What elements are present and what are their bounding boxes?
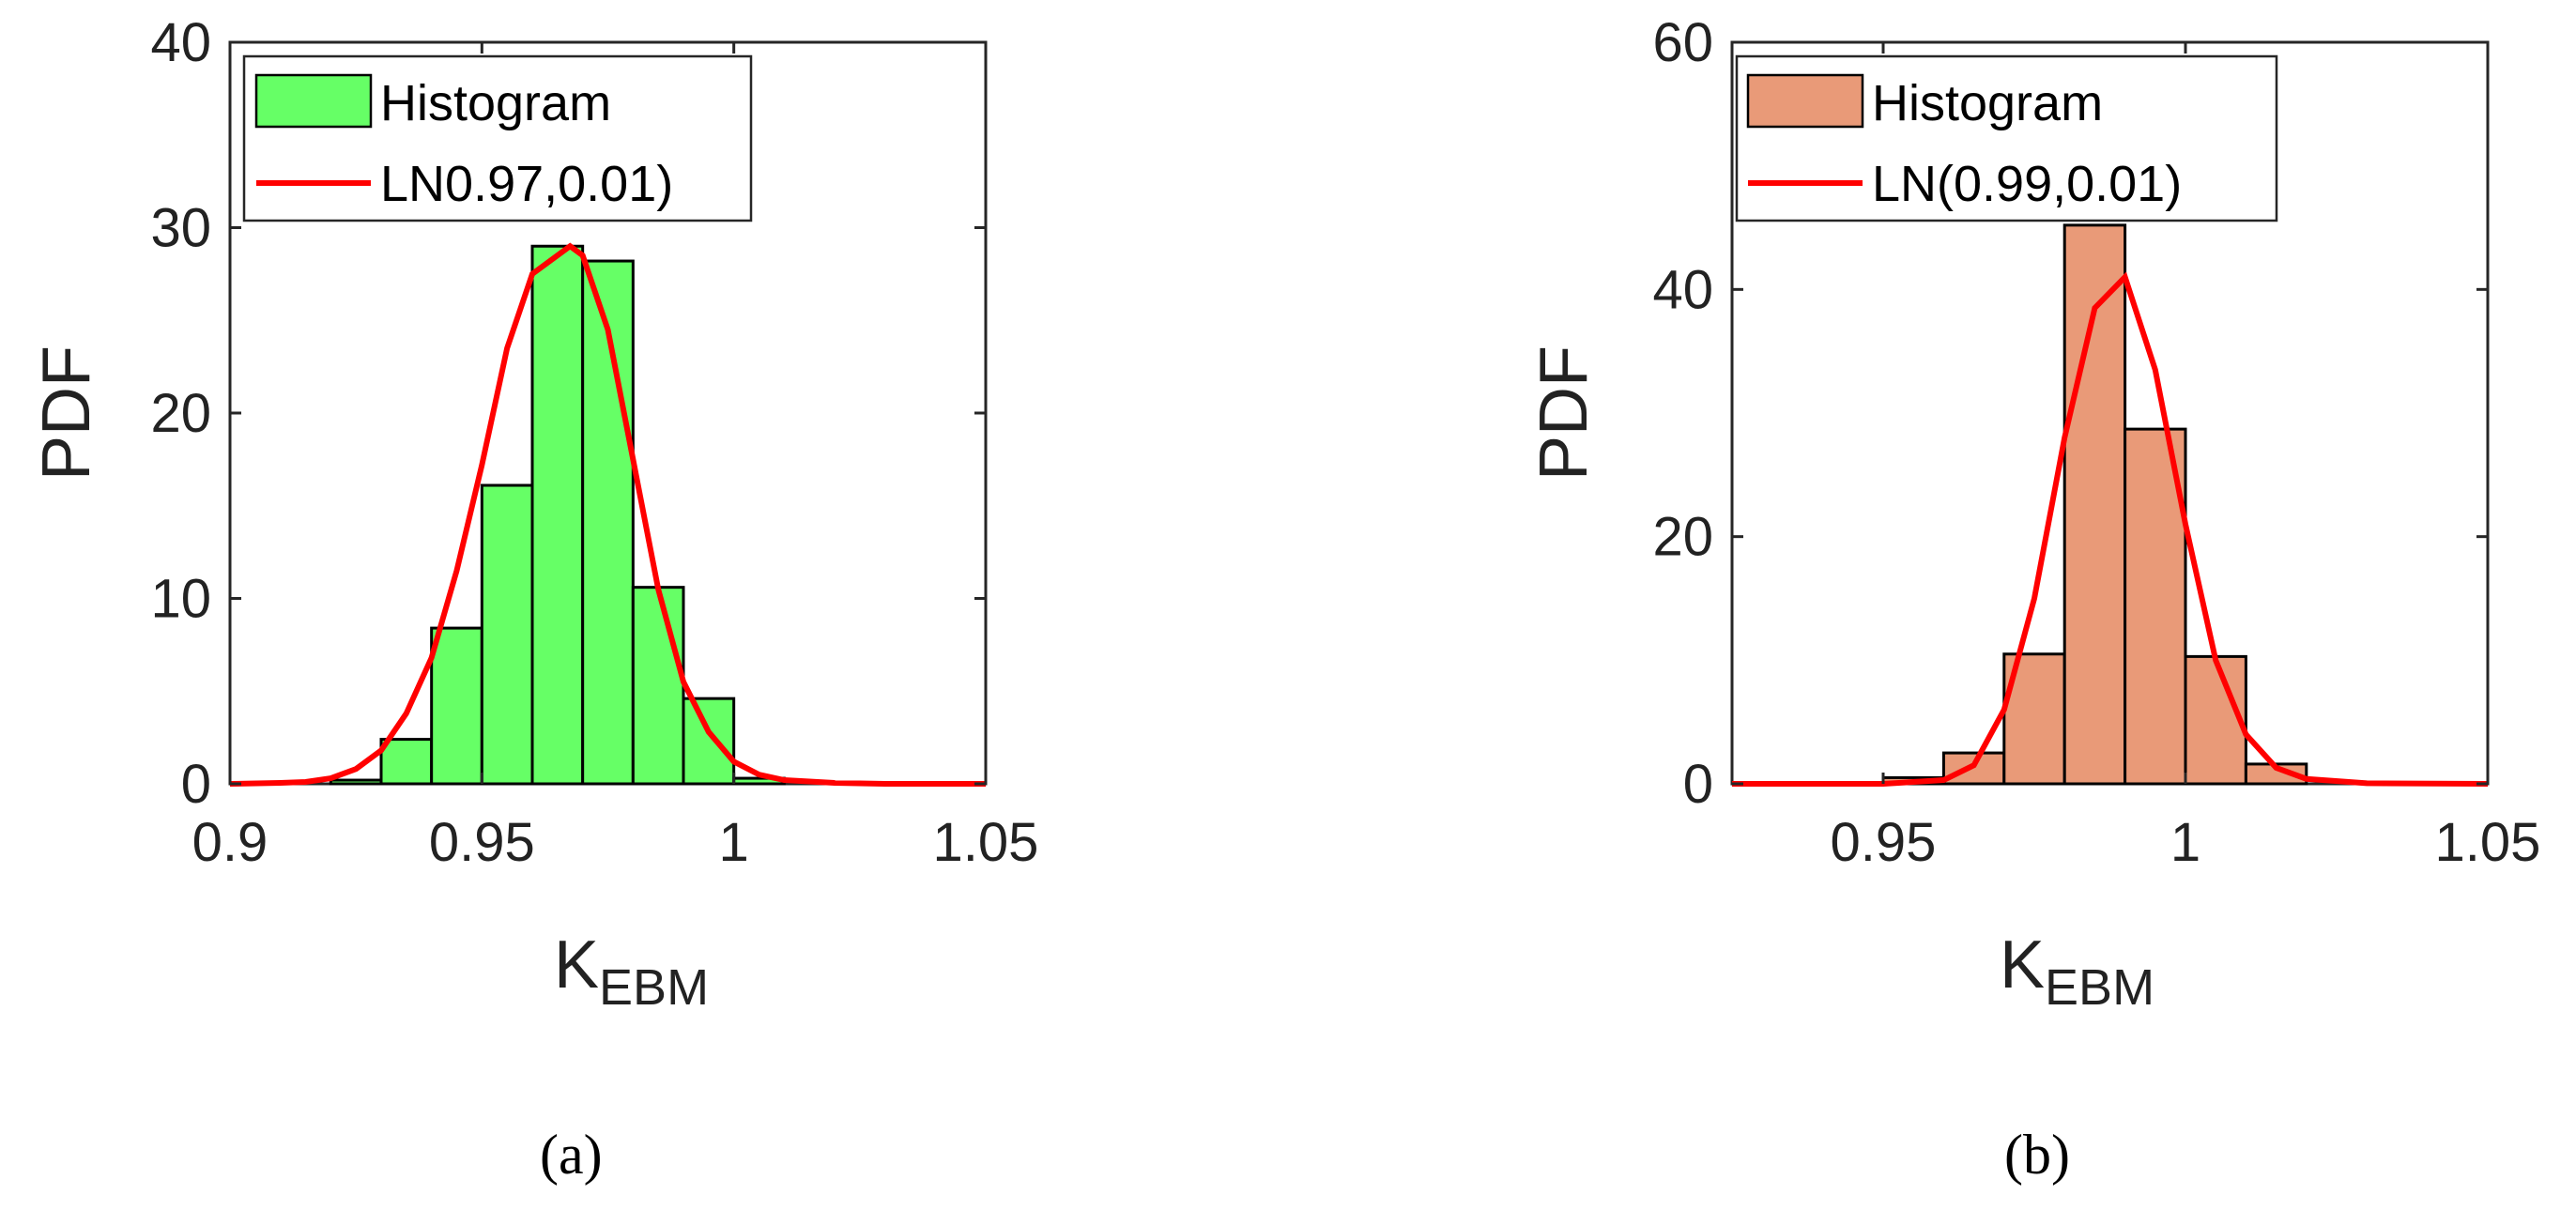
xtick-label-a-3: 1.05 — [933, 812, 1039, 873]
legend-label-lognormal-a: LN0.97,0.01) — [380, 156, 673, 212]
legend-swatch-histogram-b — [1746, 73, 1864, 129]
ticks-b: 0.95 1 1.05 0 20 40 60 — [1652, 12, 2540, 873]
histogram-bar-a-2 — [430, 626, 483, 786]
ytick-label-a-3: 30 — [150, 198, 211, 259]
ytick-label-a-4: 40 — [150, 12, 211, 73]
legend-b: Histogram LN(0.99,0.01) — [1735, 54, 2278, 222]
xtick-label-b-1: 1 — [2170, 812, 2200, 873]
ylabel-b: PDF — [1526, 345, 1602, 481]
xtick-label-b-0: 0.95 — [1831, 812, 1937, 873]
histogram-bar-a-4 — [530, 244, 585, 786]
panel-b: 0.95 1 1.05 0 20 40 60 PDF KEBM Histogram LN(0… — [1526, 12, 2540, 1186]
histogram-bar-a-3 — [480, 483, 534, 786]
ytick-label-b-2: 40 — [1652, 259, 1713, 320]
legend-a: Histogram LN0.97,0.01) — [242, 54, 753, 222]
ytick-label-a-2: 20 — [150, 383, 211, 444]
histogram-bar-b-5 — [2184, 654, 2247, 786]
histogram-bar-a-6 — [631, 586, 685, 786]
ytick-label-b-1: 20 — [1652, 507, 1713, 568]
panel-label-a: (a) — [540, 1124, 603, 1186]
xlabel-b: KEBM — [2000, 927, 2154, 1016]
legend-label-lognormal-b: LN(0.99,0.01) — [1872, 156, 2182, 212]
ytick-label-a-0: 0 — [181, 754, 211, 815]
histogram-bar-b-4 — [2124, 427, 2187, 786]
xtick-label-a-1: 0.95 — [429, 812, 535, 873]
histogram-bars-b — [1881, 223, 2308, 786]
ytick-label-a-1: 10 — [150, 569, 211, 630]
lognormal-curve-a — [229, 242, 986, 787]
ytick-label-b-3: 60 — [1652, 12, 1713, 73]
legend-label-histogram-a: Histogram — [380, 75, 611, 131]
lognormal-curve-b — [1732, 271, 2489, 787]
xtick-label-a-2: 1 — [719, 812, 749, 873]
xlabel-a: KEBM — [554, 927, 709, 1016]
xtick-label-a-0: 0.9 — [192, 812, 268, 873]
histogram-bar-a-7 — [682, 697, 736, 786]
panel-a: 0.9 0.95 1 1.05 0 10 20 30 40 PDF KEBM Histogram… — [29, 12, 1038, 1186]
ylabel-a: PDF — [29, 345, 104, 481]
legend-label-histogram-b: Histogram — [1872, 75, 2103, 131]
ytick-label-b-0: 0 — [1683, 754, 1713, 815]
histogram-bar-a-0 — [329, 778, 383, 786]
legend-swatch-histogram-a — [254, 73, 373, 129]
ticks-a: 0.9 0.95 1 1.05 0 10 20 30 40 — [150, 12, 1038, 873]
xtick-label-b-2: 1.05 — [2435, 812, 2541, 873]
histogram-bar-a-5 — [581, 259, 635, 786]
histogram-bars-a — [329, 244, 786, 786]
panel-label-b: (b) — [2004, 1124, 2070, 1186]
histogram-bar-a-1 — [379, 738, 434, 786]
